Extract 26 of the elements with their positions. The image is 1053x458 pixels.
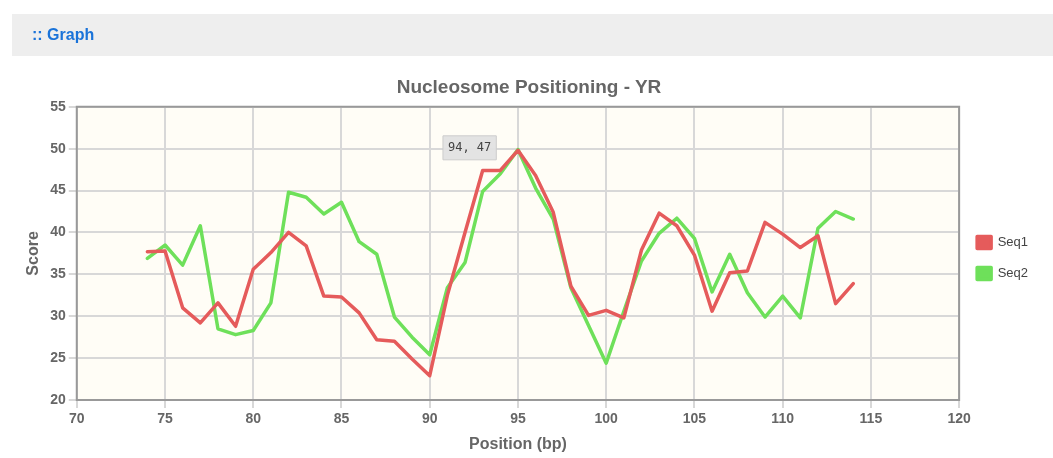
x-tick-label: 105	[682, 410, 707, 427]
legend-label: Seq2	[997, 265, 1029, 281]
x-tick-label: 120	[947, 410, 972, 427]
y-tick-label: 20	[50, 390, 66, 407]
text: :: Graph	[32, 26, 95, 44]
x-tick-label: 75	[157, 410, 174, 427]
x-tick-label: 90	[421, 410, 438, 427]
y-tick-label: 35	[50, 265, 66, 282]
y-tick-label: 45	[50, 181, 66, 198]
x-tick-label: 85	[333, 410, 350, 427]
y-tick-label: 40	[50, 223, 66, 240]
x-tick-label: 70	[68, 410, 85, 427]
x-tick-label: 95	[510, 410, 526, 427]
x-tick-label: 110	[771, 410, 795, 427]
x-tick-label: 80	[245, 410, 262, 427]
x-axis-title: Position (bp)	[469, 434, 567, 452]
y-axis-title: Score	[24, 231, 42, 276]
annotation: 94, 47	[447, 139, 492, 154]
y-tick-label: 25	[50, 348, 66, 365]
chart-title: Nucleosome Positioning - YR	[396, 75, 662, 97]
y-tick-label: 50	[50, 139, 66, 156]
y-tick-label: 55	[50, 97, 66, 114]
x-tick-label: 115	[859, 410, 883, 427]
y-tick-label: 30	[50, 307, 66, 324]
legend-label: Seq1	[997, 234, 1029, 250]
x-tick-label: 100	[594, 410, 619, 427]
